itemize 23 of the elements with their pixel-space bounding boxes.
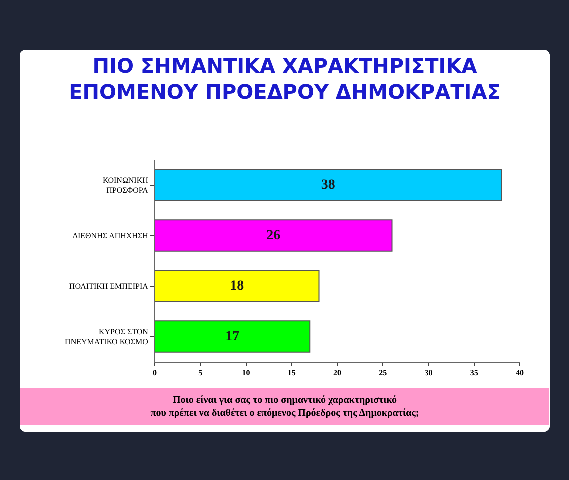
bar [155,320,311,353]
x-tick-label: 5 [198,368,203,378]
x-tick-label: 35 [470,368,478,378]
y-tick-label: ΚΥΡΟΣ ΣΤΟΝ ΠΝΕΥΜΑΤΙΚΟ ΚΟΣΜΟ [65,327,149,347]
bar [155,270,320,302]
x-tick-label: 20 [334,368,342,378]
data-label: 18 [230,278,244,294]
x-tick-label: 40 [516,368,524,378]
bar [155,220,393,252]
text: Ποιο είναι για σας το πιο σημαντικό χαρακτηριστικό που πρέπει να διαθέτει ο επόμενος Πρόεδρος της Δημοκρατίας; [150,395,420,419]
chart-title: ΠΙΟ ΣΗΜΑΝΤΙΚΑ ΧΑΡΑΚΤΗΡΙΣΤΙΚΑ ΕΠΟΜΕΝΟΥ ΠΡΟΕΔΡΟΥ ΔΗΜΟΚΡΑΤΙΑΣ [69,54,501,104]
data-label: 17 [226,329,240,344]
y-tick-label: ΠΟΛΙΤΙΚΗ ΕΜΠΕΙΡΙΑ [69,282,149,292]
data-label: 26 [266,228,281,244]
x-tick-label: 25 [379,368,388,378]
x-tick-label: 15 [288,368,296,378]
x-tick-label: 0 [153,368,157,378]
data-label: 38 [321,178,336,193]
y-tick-label: ΚΟΙΝΩΝΙΚΗ ΠΡΟΣΦΟΡΑ [103,176,149,196]
bar [155,169,502,202]
x-tick-label: 30 [424,368,433,378]
y-tick-label: ΔΙΕΘΝΗΣ ΑΠΗΧΗΣΗ [72,232,149,241]
x-tick-label: 10 [242,368,250,378]
